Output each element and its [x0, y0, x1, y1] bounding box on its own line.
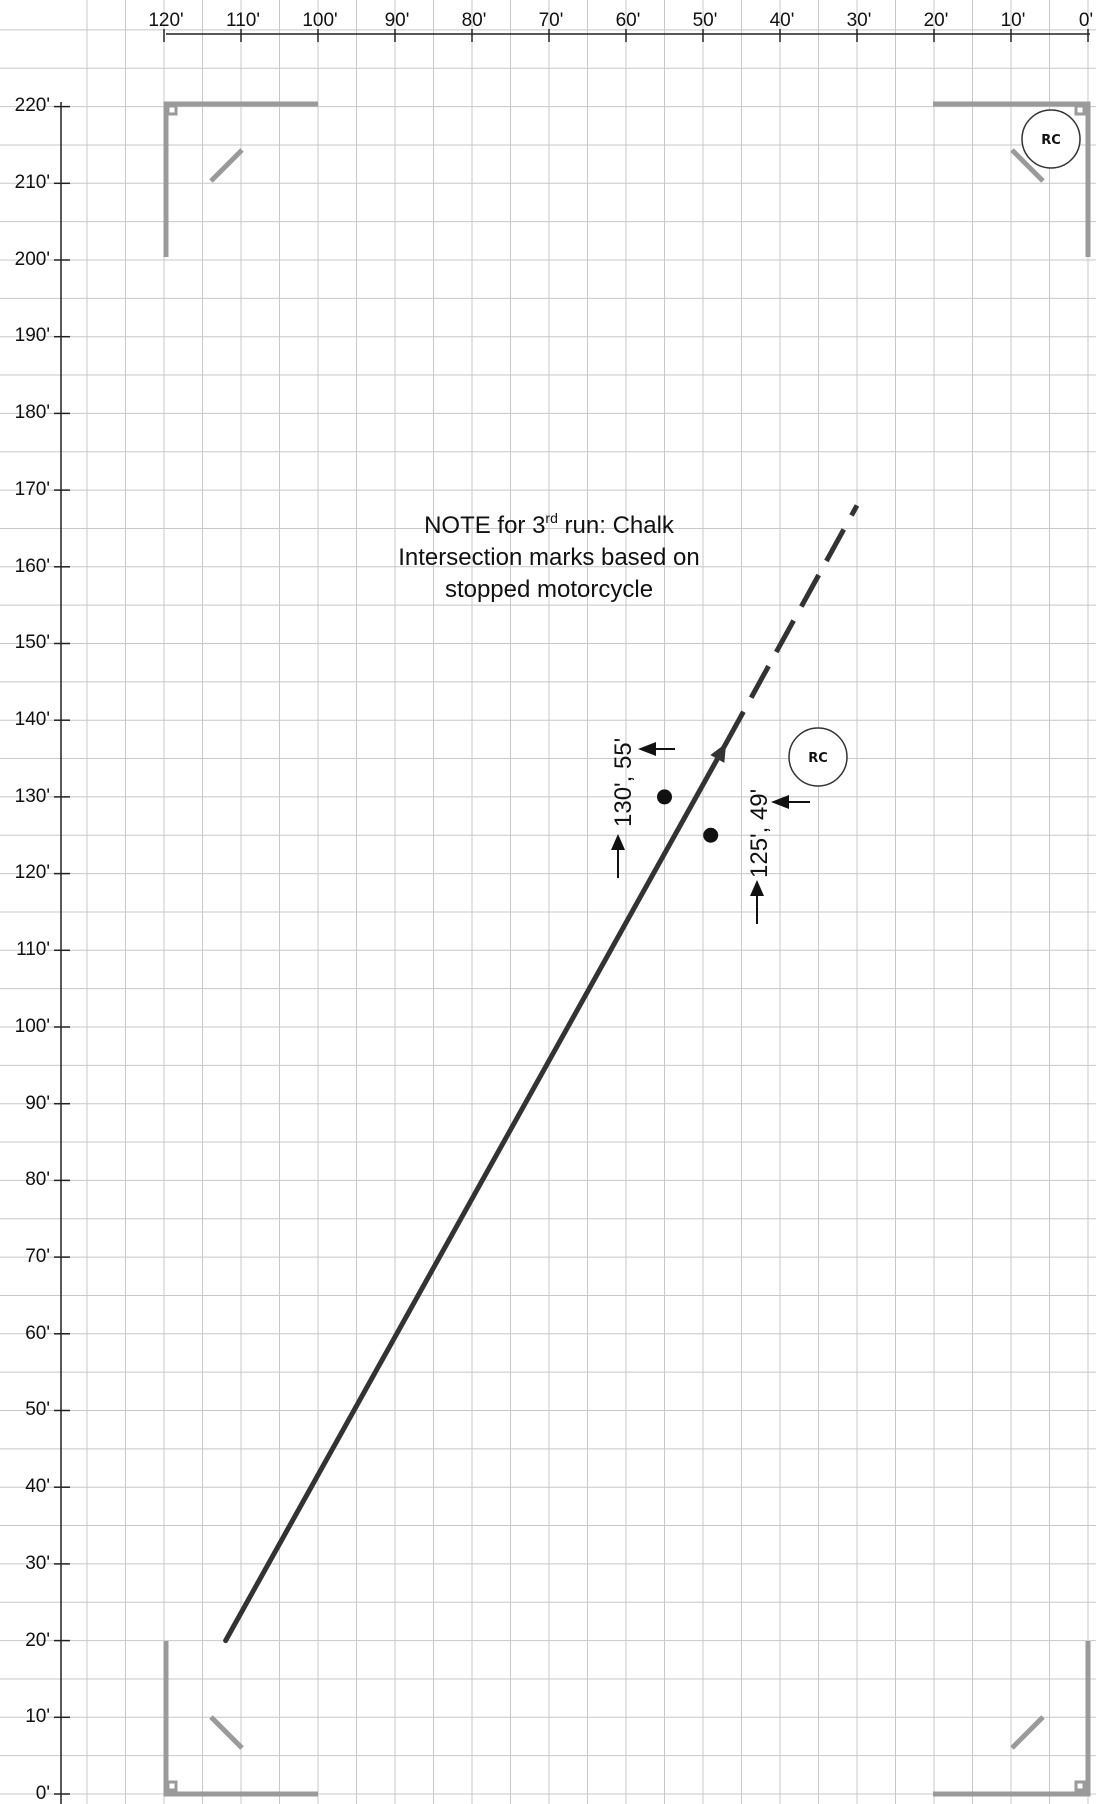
corner-top-right — [933, 101, 1091, 257]
arrow-right-icon — [611, 834, 625, 878]
coord-label-1: 130', 55' — [610, 738, 675, 878]
top-axis-label: 100' — [302, 10, 337, 31]
note-superscript: rd — [545, 510, 557, 526]
left-axis-label: 80' — [25, 1169, 50, 1190]
left-axis-label: 120' — [15, 862, 50, 883]
left-axis-label: 210' — [15, 172, 50, 193]
note-line-1: NOTE for 3rd run: Chalk — [424, 510, 675, 539]
left-axis-label: 90' — [25, 1093, 50, 1114]
intersection-marks — [657, 789, 719, 843]
top-axis-label: 10' — [1001, 10, 1026, 31]
note-line-1-end: run: Chalk — [558, 512, 675, 539]
top-axis-label: 70' — [539, 10, 564, 31]
left-axis-label: 40' — [25, 1476, 50, 1497]
top-axis-label: 30' — [847, 10, 872, 31]
note-line-2: Intersection marks based on — [398, 544, 700, 571]
top-axis-label: 60' — [616, 10, 641, 31]
rc-symbol: RC — [788, 727, 848, 787]
rc-label: RC — [1041, 133, 1061, 148]
corner-bottom-right — [933, 1641, 1091, 1797]
left-axis-label: 170' — [15, 479, 50, 500]
left-axis-label: 0' — [36, 1783, 50, 1804]
left-axis-label: 160' — [15, 556, 50, 577]
left-axis-label: 220' — [15, 95, 50, 116]
top-axis-label: 110' — [226, 10, 260, 31]
left-axis-label: 60' — [25, 1323, 50, 1344]
note: NOTE for 3rd run: Chalk Intersection mar… — [398, 510, 700, 603]
path-solid-line — [223, 740, 729, 1644]
left-axis-label: 10' — [25, 1706, 50, 1727]
top-axis-label: 50' — [693, 10, 718, 31]
note-line-1-start: NOTE for 3 — [424, 512, 545, 539]
arrow-right-icon — [750, 880, 764, 924]
rc-label: RC — [808, 751, 828, 766]
top-axis-label: 0' — [1079, 10, 1093, 31]
top-axis-label: 90' — [385, 10, 410, 31]
intersection-mark — [657, 789, 672, 805]
intersection-mark — [703, 827, 719, 843]
left-axis-label: 20' — [25, 1630, 50, 1651]
left-axis-label: 190' — [15, 325, 50, 346]
left-axis-label: 140' — [15, 709, 50, 730]
coord-label-text: 130', 55' — [610, 738, 637, 827]
left-axis: 220' 210' 200' 190' 180' 170' 160' 150' … — [15, 95, 70, 1804]
corner-top-left — [163, 101, 318, 257]
coord-label-2: 125', 49' — [746, 789, 810, 924]
arrow-left-icon — [771, 795, 810, 809]
rc-symbol: RC — [1021, 109, 1081, 169]
left-axis-label: 130' — [15, 786, 50, 807]
note-line-3: stopped motorcycle — [445, 576, 653, 603]
left-axis-label: 110' — [16, 939, 50, 960]
top-axis: 120' 110' 100' 90' 80' 70' 60' 50' 40' 3… — [148, 10, 1093, 42]
left-axis-label: 30' — [25, 1553, 50, 1574]
path-dashed-line — [723, 504, 860, 745]
path-arrowhead — [710, 743, 727, 763]
arrow-left-icon — [638, 742, 675, 756]
left-axis-label: 100' — [15, 1016, 50, 1037]
coord-label-text: 125', 49' — [746, 789, 773, 878]
top-axis-label: 80' — [462, 10, 487, 31]
top-axis-label: 120' — [148, 10, 183, 31]
top-axis-label: 40' — [770, 10, 795, 31]
left-axis-label: 180' — [15, 402, 50, 423]
corner-bottom-left — [163, 1641, 318, 1797]
left-axis-label: 150' — [15, 632, 50, 653]
left-axis-label: 50' — [25, 1399, 50, 1420]
top-axis-label: 20' — [924, 10, 949, 31]
left-axis-label: 200' — [15, 249, 50, 270]
motorcycle-path — [223, 504, 860, 1644]
left-axis-label: 70' — [25, 1246, 50, 1267]
